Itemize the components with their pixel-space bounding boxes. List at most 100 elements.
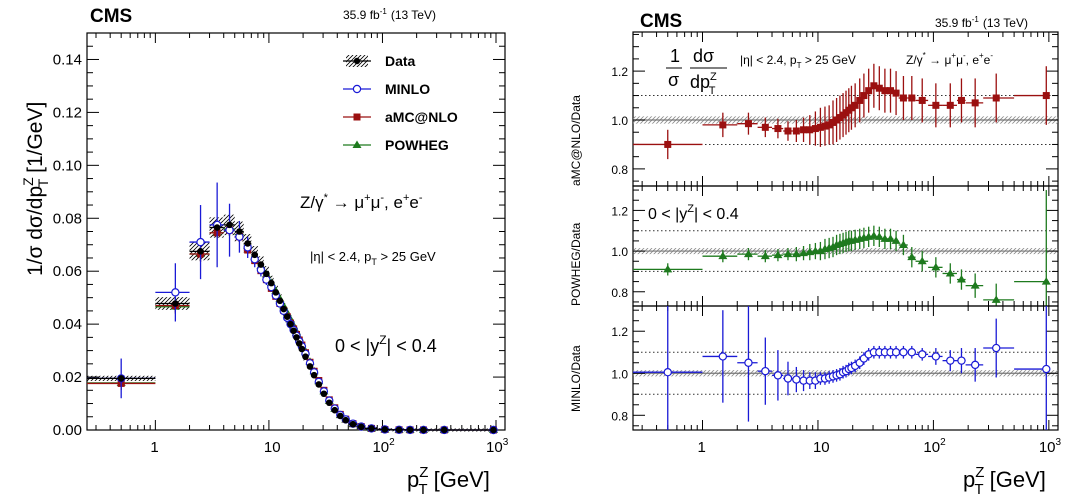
legend-powheg-marker [352, 140, 362, 148]
ratio-minlo-data-point [792, 375, 801, 384]
data-point [357, 423, 365, 431]
main-y-tick-label: 0.12 [53, 104, 82, 121]
ratio-amcnlo-y-title: aMC@NLO/Data [569, 95, 583, 186]
ratio-powheg-data-point [931, 262, 941, 271]
main-plot-area: 1 10 102 103 0.00 0.02 0.04 0.06 0.08 0.10 0.12 0.1… [53, 32, 509, 456]
ratio-amcnlo-data-point [971, 99, 979, 107]
data-point [310, 371, 318, 379]
ratio-amcnlo-data-point [887, 87, 895, 95]
ratio-minlo-x-tick-label: 1 [698, 439, 706, 456]
ratio-minlo-data-point [946, 356, 955, 365]
ratio-amcnlo-data-point [870, 82, 878, 90]
ratio-powheg-data-point [791, 249, 801, 258]
ratio-minlo-data-point [970, 360, 980, 370]
ratio-process-annotation: Z/γ* → μ+μ-, e+e- [906, 51, 993, 67]
main-x-tick-label: 10 [264, 439, 281, 456]
ratio-minlo-y-tick-label: 1.2 [611, 325, 628, 339]
ratio-powheg-data-point [815, 246, 825, 255]
ratio-amcnlo-data-point [946, 101, 954, 109]
ratio-amcnlo-data-point [811, 125, 819, 133]
ratio-minlo-y-tick-label: 1.0 [611, 367, 628, 381]
data-point [197, 248, 204, 255]
main-y-tick-label: 0.04 [53, 316, 82, 333]
data-point [406, 426, 414, 434]
ratio-powheg-y-tick-label: 1.0 [611, 245, 628, 259]
data-point [368, 425, 375, 432]
ratio-amcnlo-data-point [851, 101, 859, 109]
ratio-amcnlo-data-point [875, 84, 883, 92]
ratio-amcnlo-data-point [992, 94, 1000, 102]
data-point [263, 270, 270, 278]
data-point [381, 426, 389, 433]
ratio-powheg-data-point [970, 281, 980, 289]
ratio-amcnlo-data-point [899, 94, 907, 102]
ratio-minlo-data-point [761, 366, 770, 376]
ratio-formula-annotation: 1 σ dσ dpZ T |η| < 2.4, pT > 25 GeV Z/γ* … [666, 46, 993, 97]
ratio-minlo-x-tick-label: 102 [923, 437, 946, 456]
main-panel: CMS 35.9 fb-1 (13 TeV) 1 10 102 103 0.00 0.02 0… [20, 6, 509, 498]
data-point [257, 261, 265, 268]
main-y-tick-label: 0.02 [53, 369, 82, 386]
ratio-powheg-y-title: POWHEG/Data [569, 222, 583, 306]
data-point [306, 363, 314, 370]
ratio-amcnlo-data-point [957, 96, 965, 104]
process-annotation: Z/γ* → μ+μ-, e+e- [300, 192, 423, 212]
ratio-amcnlo-data-point [719, 121, 727, 129]
ratio-amcnlo-data-point [932, 101, 940, 109]
ratio-plot-amcnlo: 0.8 1.0 1.2 [611, 31, 1059, 187]
ratio-amcnlo-y-tick-label: 0.8 [611, 163, 628, 177]
ratio-minlo-data-point [907, 348, 917, 357]
ratio-amcnlo-data-point [761, 123, 769, 131]
ratio-powheg-data-point [956, 275, 966, 283]
main-y-tick-label: 0.10 [53, 157, 82, 174]
ratio-amcnlo-data-point [821, 122, 829, 130]
ratio-minlo-data-point [891, 348, 901, 357]
ratio-amcnlo-data-point [825, 121, 833, 129]
ratio-cuts-annotation: |η| < 2.4, pT > 25 GeV [740, 53, 856, 70]
ratio-powheg-data-point [828, 242, 838, 251]
legend-amcnlo-marker [353, 113, 361, 121]
ratio-amcnlo-data-point [1042, 92, 1050, 100]
ratio-powheg-data-point [743, 249, 753, 258]
powheg-rapidity-annotation: 0 < |yZ| < 0.4 [648, 203, 739, 223]
ratio-amcnlo-data-point [806, 126, 814, 134]
ratio-minlo-data-point [899, 348, 908, 357]
data-point [440, 426, 448, 434]
data-point [117, 375, 125, 382]
data-point [320, 390, 328, 398]
ratio-powheg-data-point [799, 248, 809, 257]
ratio-x-axis-title: pZ T [GeV] [963, 464, 1046, 498]
legend-entry-data: Data [343, 53, 416, 69]
data-point [287, 320, 294, 328]
ratio-minlo-x-tick-label: 10 [813, 439, 830, 456]
ratio-powheg-data-point [783, 249, 793, 258]
ratio-amcnlo-data-point [918, 96, 926, 104]
ratio-minlo-data-point [957, 356, 966, 365]
main-y-tick-label: 0.00 [53, 422, 82, 439]
ratio-minlo-data-point [783, 374, 793, 383]
ratio-amcnlo-data-point [784, 127, 792, 135]
main-y-tick-label: 0.08 [53, 210, 82, 227]
data-point [293, 334, 300, 341]
ratio-amcnlo-y-tick-label: 1.2 [611, 65, 628, 79]
legend-entry-powheg: POWHEG [343, 137, 449, 153]
main-plot-frame [86, 32, 506, 431]
data-point [349, 420, 357, 428]
legend-minlo-marker [352, 84, 362, 94]
ratio-amcnlo-data-point [908, 94, 916, 102]
data-point [213, 224, 221, 231]
ratio-amcnlo-data-point [860, 92, 868, 100]
legend-data-label: Data [385, 53, 416, 69]
ratio-powheg-data-point [718, 251, 728, 260]
data-point [290, 327, 297, 335]
formula-fraction-numerator: 1 [670, 46, 680, 66]
data-point [276, 297, 284, 305]
ratio-amcnlo-data-point [800, 126, 808, 134]
data-point [302, 353, 309, 360]
data-point [283, 313, 291, 321]
main-x-tick-label: 102 [372, 437, 395, 456]
data-point [268, 279, 275, 287]
ratio-amcnlo-data-point [892, 89, 900, 97]
ratio-powheg-data-point [907, 252, 917, 261]
